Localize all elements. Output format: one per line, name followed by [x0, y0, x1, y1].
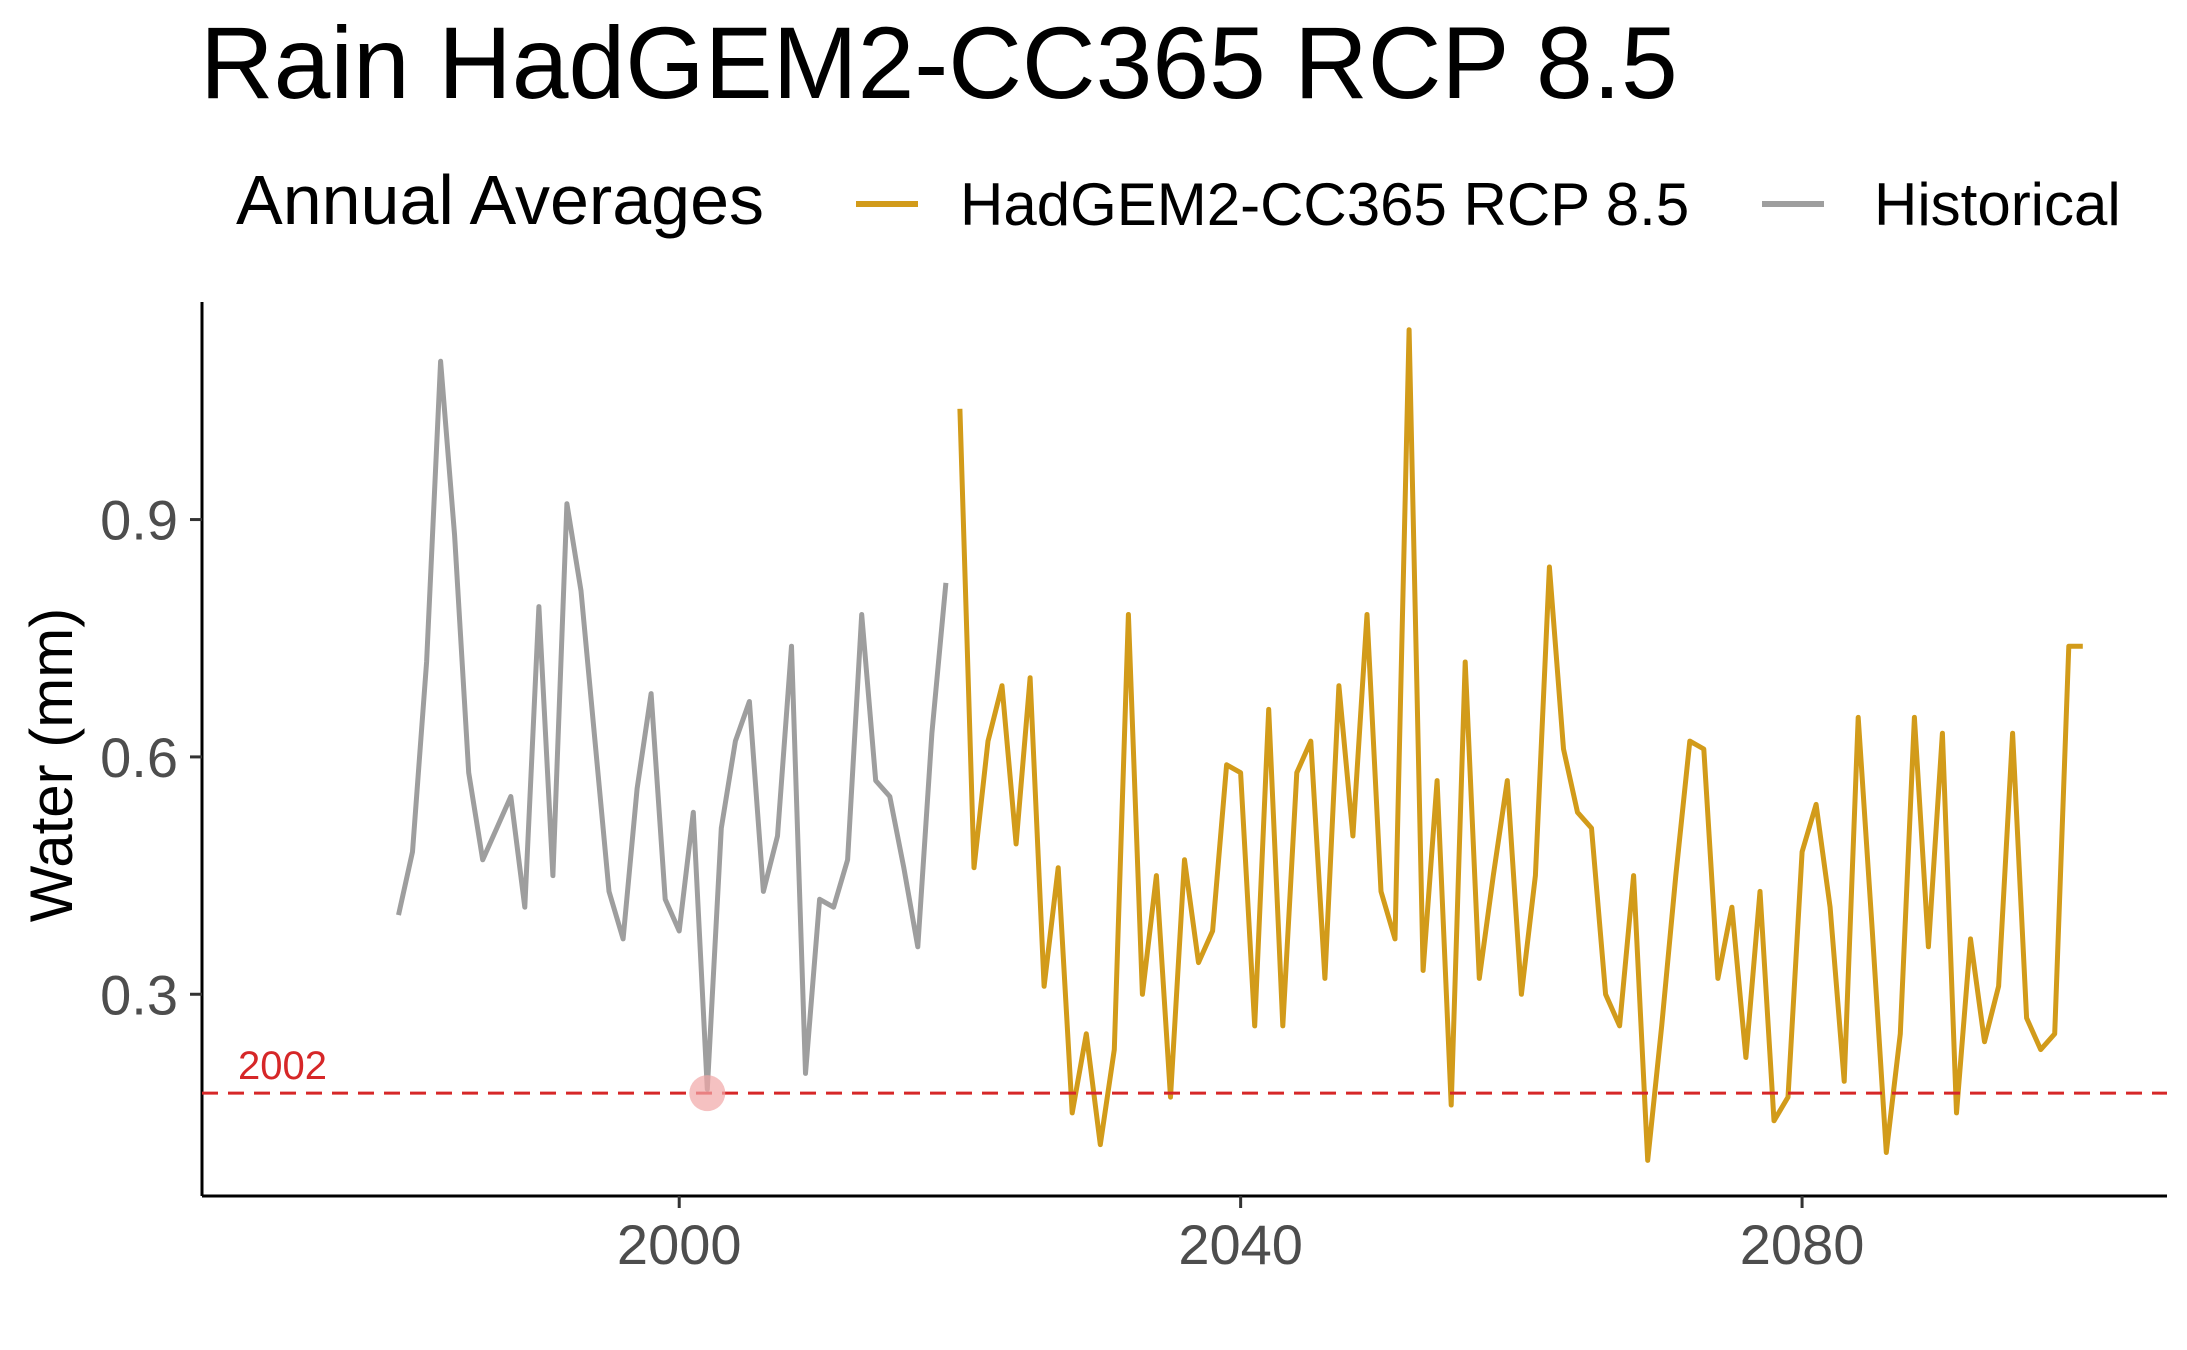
legend-title: Annual Averages — [236, 161, 764, 239]
x-tick-label: 2000 — [617, 1213, 742, 1276]
y-axis-title: Water (mm) — [18, 608, 85, 922]
chart-title: Rain HadGEM2-CC365 RCP 8.5 — [200, 6, 1678, 120]
y-tick-label: 0.3 — [100, 963, 178, 1026]
highlight-point — [689, 1075, 726, 1112]
series-line-historical — [396, 358, 949, 1092]
legend-label-projection: HadGEM2-CC365 RCP 8.5 — [960, 171, 1689, 238]
series-line-projection — [957, 327, 2083, 1163]
legend: Annual Averages HadGEM2-CC365 RCP 8.5 Hi… — [236, 161, 2121, 239]
plot-area: 2002 — [202, 327, 2167, 1163]
x-tick-label: 2080 — [1740, 1213, 1865, 1276]
x-tick-label: 2040 — [1178, 1213, 1303, 1276]
y-tick-label: 0.6 — [100, 726, 178, 789]
legend-label-historical: Historical — [1874, 171, 2121, 238]
axes: 0.3 0.6 0.9 2000 2040 2080 — [100, 302, 2167, 1276]
reference-line-label: 2002 — [238, 1044, 327, 1088]
y-tick-label: 0.9 — [100, 489, 178, 552]
